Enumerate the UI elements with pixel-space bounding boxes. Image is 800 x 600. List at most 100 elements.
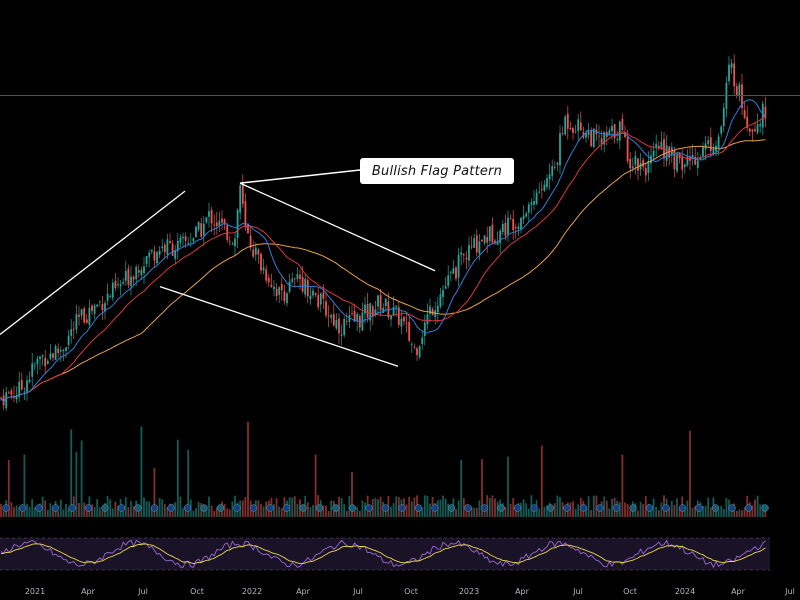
volume-bar [468,508,470,517]
volume-bar [23,454,26,517]
candle-body [754,129,756,132]
volume-bar [301,509,304,517]
candle-body [452,268,455,274]
candle-body [616,139,619,140]
candle-body [119,284,122,287]
earnings-marker [662,504,670,512]
volume-bar [210,505,213,517]
candle-body [327,315,330,317]
earnings-markers [2,504,769,512]
volume-bar [109,499,112,517]
x-tick-label: 2021 [25,587,45,596]
candle-body [566,113,569,129]
candle-body [475,235,478,253]
candle-body [171,243,174,256]
volume-bar [257,500,260,517]
candle-body [546,178,548,188]
candle-body [639,162,642,170]
volume-bar [384,508,387,517]
candle-body [535,192,538,204]
candle-body [223,219,226,225]
candle-body [286,293,288,304]
volume-bar [605,500,608,517]
candle-body [382,307,385,314]
volume-bar [262,506,265,517]
candle-body [262,267,265,271]
candle-body [442,290,444,297]
candle-body [481,239,483,242]
candle-body [743,110,746,118]
volume-bar [33,507,36,517]
volume-bar [512,498,515,517]
volume-bars [0,421,767,517]
volume-bar [730,508,733,517]
earnings-marker [497,504,505,512]
volume-bar [540,445,543,517]
candle-body [10,390,13,395]
candle-body [252,249,255,257]
candle-body [143,266,145,274]
earnings-marker [711,504,720,512]
candle-body [270,284,273,287]
earnings-marker [513,504,522,512]
candle-body [397,307,400,325]
candle-body [59,350,62,352]
earnings-marker [530,504,538,512]
volume-bar [715,510,717,517]
volume-bar [330,500,333,517]
candle-body [486,237,489,243]
volume-bar [62,509,65,517]
candle-body [31,363,34,377]
candle-body [366,304,369,318]
x-tick-label: Jul [572,587,583,596]
earnings-marker [414,504,423,512]
earnings-marker [678,504,687,512]
candle-body [221,218,223,223]
volume-bar [75,452,78,517]
candle-body [7,392,10,394]
candle-body [93,305,96,314]
candle-body [520,217,522,230]
volume-bar [522,499,525,517]
candle-body [400,318,403,327]
candle-body [306,280,309,297]
volume-bar [156,505,158,517]
candle-body [132,276,135,280]
candle-body [197,221,200,230]
volume-bar [473,507,476,517]
earnings-marker [183,504,192,512]
volume-bar [91,504,93,517]
x-tick-label: Oct [404,587,418,596]
candles [0,54,767,411]
candle-body [124,270,127,281]
candle-body [176,240,179,252]
volume-bar [488,497,491,517]
volume-bar [676,498,678,517]
volume-bar [405,504,408,517]
candle-body [676,154,678,172]
volume-bar [174,502,177,517]
candle-body [156,252,158,264]
candle-body [117,283,119,285]
volume-bar [223,503,226,517]
candle-body [293,278,296,280]
earnings-marker [51,504,60,512]
oscillator-panel [0,538,770,570]
candle-body [465,257,468,260]
volume-bar [707,497,710,517]
earnings-marker [579,504,588,512]
candle-body [720,126,723,134]
volume-bar [426,495,429,517]
candle-body [741,84,743,108]
candle-body [631,166,634,169]
candle-body [15,395,18,400]
candle-body [608,130,611,136]
volume-bar [756,495,759,517]
candle-body [618,121,621,141]
volume-bar [660,502,663,517]
candle-body [46,360,49,365]
candle-body [78,314,80,317]
candle-body [403,317,405,322]
candle-body [20,380,23,390]
volume-bar [306,502,309,517]
